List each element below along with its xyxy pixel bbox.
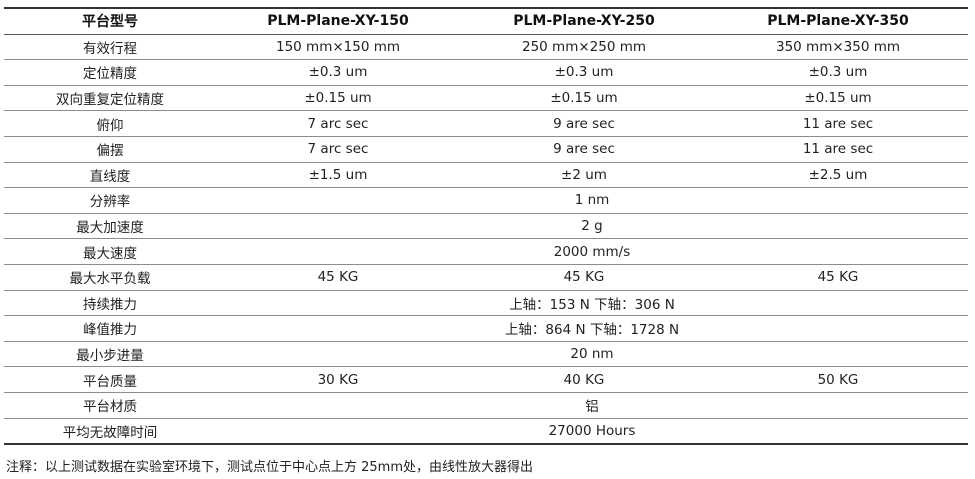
spec-table: 平台型号 PLM-Plane-XY-150 PLM-Plane-XY-250 P… bbox=[4, 6, 968, 446]
table-row: 最大加速度 2 g bbox=[4, 213, 968, 240]
table-row: 分辨率 1 nm bbox=[4, 187, 968, 214]
table-row: 持续推力 上轴：153 N 下轴：306 N bbox=[4, 290, 968, 317]
row-value-all-models: 27000 Hours bbox=[216, 418, 968, 446]
row-value-model-1: 7 arc sec bbox=[216, 136, 460, 163]
row-value-model-3: 350 mm×350 mm bbox=[708, 34, 968, 61]
row-label: 定位精度 bbox=[4, 59, 216, 86]
row-value-all-models: 铝 bbox=[216, 392, 968, 419]
row-label: 双向重复定位精度 bbox=[4, 85, 216, 112]
row-value-model-2: 9 are sec bbox=[460, 110, 708, 137]
row-value-model-1: ±1.5 um bbox=[216, 162, 460, 189]
row-value-all-models: 20 nm bbox=[216, 341, 968, 368]
row-value-model-2: 9 are sec bbox=[460, 136, 708, 163]
row-label: 平台材质 bbox=[4, 392, 216, 419]
table-row: 峰值推力 上轴：864 N 下轴：1728 N bbox=[4, 315, 968, 342]
row-label: 持续推力 bbox=[4, 290, 216, 317]
row-value-model-2: ±2 um bbox=[460, 162, 708, 189]
table-row: 最小步进量 20 nm bbox=[4, 341, 968, 368]
row-value-model-2: 40 KG bbox=[460, 366, 708, 393]
table-row: 双向重复定位精度 ±0.15 um ±0.15 um ±0.15 um bbox=[4, 85, 968, 112]
table-row: 平台材质铝 bbox=[4, 392, 968, 419]
row-label: 俯仰 bbox=[4, 110, 216, 137]
row-label: 直线度 bbox=[4, 162, 216, 189]
spec-table-body: 有效行程 150 mm×150 mm 250 mm×250 mm 350 mm×350… bbox=[4, 34, 968, 446]
row-label: 分辨率 bbox=[4, 187, 216, 214]
table-row: 有效行程 150 mm×150 mm 250 mm×250 mm 350 mm×350… bbox=[4, 34, 968, 61]
row-label: 偏摆 bbox=[4, 136, 216, 163]
row-value-all-models: 上轴：153 N 下轴：306 N bbox=[216, 290, 968, 317]
row-label: 最大速度 bbox=[4, 238, 216, 265]
row-value-model-3: 45 KG bbox=[708, 264, 968, 291]
row-value-all-models: 2 g bbox=[216, 213, 968, 240]
row-value-model-3: 11 are sec bbox=[708, 110, 968, 137]
row-value-model-2: 45 KG bbox=[460, 264, 708, 291]
row-label: 峰值推力 bbox=[4, 315, 216, 342]
footnote: 注释：以上测试数据在实验室环境下，测试点位于中心点上方 25mm处，由线性放大器… bbox=[6, 460, 534, 475]
row-value-model-1: 45 KG bbox=[216, 264, 460, 291]
row-value-model-2: ±0.15 um bbox=[460, 85, 708, 112]
row-value-model-1: ±0.15 um bbox=[216, 85, 460, 112]
header-param: 平台型号 bbox=[4, 6, 216, 35]
row-label: 有效行程 bbox=[4, 34, 216, 61]
row-value-model-1: 30 KG bbox=[216, 366, 460, 393]
row-value-model-2: 250 mm×250 mm bbox=[460, 34, 708, 61]
header-model-150: PLM-Plane-XY-150 bbox=[216, 6, 460, 35]
table-header-row: 平台型号 PLM-Plane-XY-150 PLM-Plane-XY-250 P… bbox=[4, 6, 968, 35]
table-row: 直线度 ±1.5 um ±2 um ±2.5 um bbox=[4, 162, 968, 189]
row-label: 最大水平负载 bbox=[4, 264, 216, 291]
row-label: 平均无故障时间 bbox=[4, 418, 216, 446]
row-value-all-models: 上轴：864 N 下轴：1728 N bbox=[216, 315, 968, 342]
row-value-all-models: 2000 mm/s bbox=[216, 238, 968, 265]
row-value-model-3: 11 are sec bbox=[708, 136, 968, 163]
row-value-model-3: ±2.5 um bbox=[708, 162, 968, 189]
row-value-model-2: ±0.3 um bbox=[460, 59, 708, 86]
header-model-350: PLM-Plane-XY-350 bbox=[708, 6, 968, 35]
table-row: 平均无故障时间 27000 Hours bbox=[4, 418, 968, 446]
row-value-model-3: 50 KG bbox=[708, 366, 968, 393]
row-value-model-3: ±0.3 um bbox=[708, 59, 968, 86]
table-row: 最大水平负载 45 KG 45 KG 45 KG bbox=[4, 264, 968, 291]
row-value-model-1: 7 arc sec bbox=[216, 110, 460, 137]
table-row: 平台质量 30 KG 40 KG 50 KG bbox=[4, 366, 968, 393]
table-row: 最大速度 2000 mm/s bbox=[4, 238, 968, 265]
row-label: 平台质量 bbox=[4, 366, 216, 393]
row-label: 最大加速度 bbox=[4, 213, 216, 240]
header-model-250: PLM-Plane-XY-250 bbox=[460, 6, 708, 35]
row-value-model-3: ±0.15 um bbox=[708, 85, 968, 112]
row-value-model-1: ±0.3 um bbox=[216, 59, 460, 86]
row-label: 最小步进量 bbox=[4, 341, 216, 368]
table-row: 俯仰 7 arc sec 9 are sec 11 are sec bbox=[4, 110, 968, 137]
row-value-all-models: 1 nm bbox=[216, 187, 968, 214]
table-row: 定位精度 ±0.3 um ±0.3 um ±0.3 um bbox=[4, 59, 968, 86]
table-row: 偏摆 7 arc sec 9 are sec 11 are sec bbox=[4, 136, 968, 163]
row-value-model-1: 150 mm×150 mm bbox=[216, 34, 460, 61]
